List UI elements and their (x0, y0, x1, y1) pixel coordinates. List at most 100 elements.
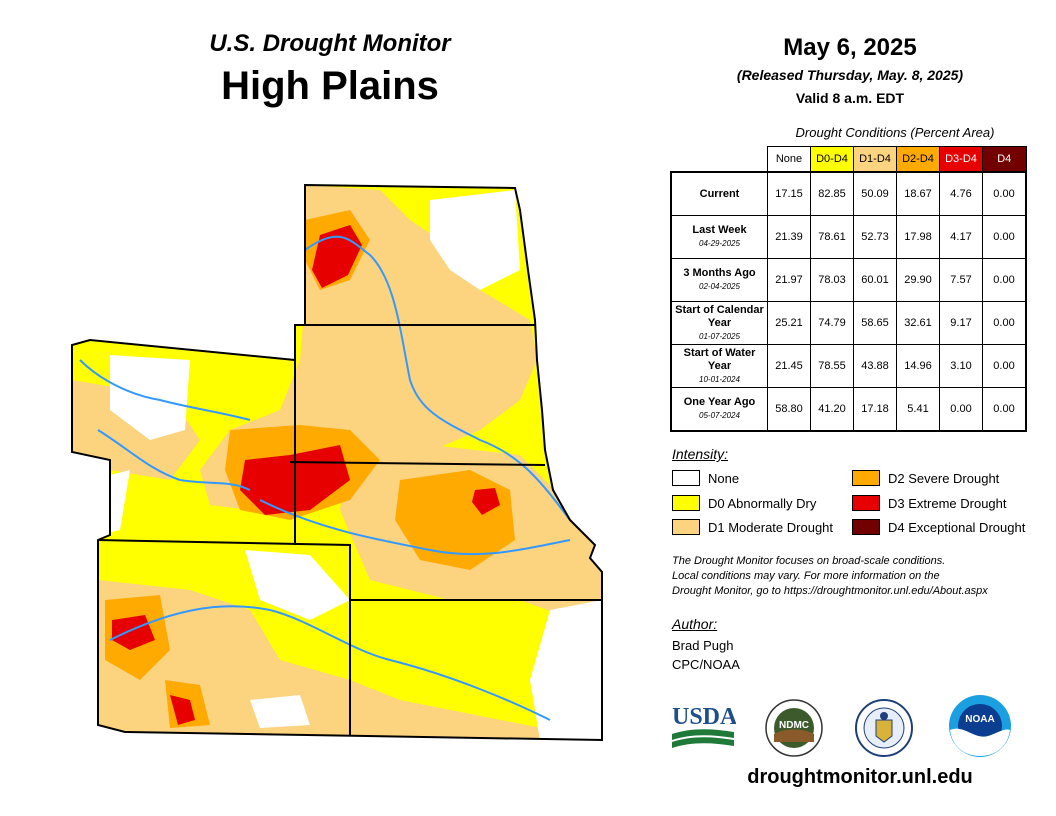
ndmc-logo: NDMC (765, 699, 823, 757)
usda-logo-text: USDA (672, 704, 736, 730)
table-cell: 5.41 (896, 387, 940, 432)
table-cell: 78.55 (810, 344, 854, 388)
d1-area-southwest (98, 580, 602, 740)
row-label: Current (670, 171, 768, 216)
col-header: D3-D4 (939, 146, 983, 173)
legend-item-d3: D3 Extreme Drought (852, 495, 1007, 511)
valid-time: Valid 8 a.m. EDT (795, 90, 905, 106)
legend-item-d0: D0 Abnormally Dry (672, 495, 816, 511)
noaa-logo: NOAA (949, 695, 1011, 757)
table-cell: 9.17 (939, 301, 983, 345)
table-cell: 0.00 (982, 387, 1027, 432)
legend-swatch (672, 470, 700, 486)
legend-swatch (852, 519, 880, 535)
drought-map (71, 183, 603, 742)
legend-swatch (852, 495, 880, 511)
row-date: 02-04-2025 (699, 282, 740, 291)
table-cell: 58.80 (767, 387, 811, 432)
table-row: Start of Water Year 10-01-2024 21.45 78.55 4… (670, 344, 1027, 388)
ndmc-logo-text: NDMC (779, 720, 809, 731)
table-row: Current 17.15 82.85 50.09 18.67 4.76 0.00 (670, 171, 1027, 216)
platte-river (259, 499, 571, 556)
noaa-logo-text: NOAA (965, 714, 994, 725)
yellowstone-river (79, 359, 251, 421)
table-cell: 17.18 (853, 387, 897, 432)
row-label: 3 Months Ago 02-04-2025 (670, 258, 768, 302)
row-label-text: 3 Months Ago (683, 267, 756, 279)
legend-label: D3 Extreme Drought (888, 495, 1007, 511)
table-corner (671, 147, 768, 173)
row-label-text: Last Week (692, 224, 747, 236)
monitor-title: U.S. Drought Monitor (209, 30, 451, 57)
arkansas-river (109, 605, 551, 721)
row-label-text: Start of Water Year (683, 346, 756, 372)
state-borders (71, 183, 603, 742)
table-cell: 0.00 (982, 215, 1027, 259)
table-cell: 43.88 (853, 344, 897, 388)
table-row: Last Week 04-29-2025 21.39 78.61 52.73 17.98 4… (670, 215, 1027, 259)
row-label-text: Current (699, 187, 740, 200)
table-cell: 0.00 (939, 387, 983, 432)
region-title: High Plains (221, 64, 439, 108)
legend-item-none: None (672, 470, 739, 486)
row-label-text: One Year Ago (683, 396, 756, 408)
table-cell: 32.61 (896, 301, 940, 345)
table-cell: 29.90 (896, 258, 940, 302)
legend-title: Intensity: (672, 446, 729, 462)
legend-label: D1 Moderate Drought (708, 519, 834, 535)
table-cell: 82.85 (810, 171, 854, 216)
table-cell: 7.57 (939, 258, 983, 302)
map-date: May 6, 2025 (783, 34, 917, 61)
none-area-south (250, 695, 310, 728)
table-cell: 14.96 (896, 344, 940, 388)
table-cell: 3.10 (939, 344, 983, 388)
table-cell: 78.61 (810, 215, 854, 259)
row-label: One Year Ago 05-07-2024 (670, 387, 768, 432)
col-header: None (767, 146, 811, 173)
d1-area-west (72, 380, 200, 480)
legend-label: D2 Severe Drought (888, 470, 1000, 486)
table-cell: 4.17 (939, 215, 983, 259)
table-cell: 58.65 (853, 301, 897, 345)
region-outline (71, 183, 603, 742)
row-label: Start of Water Year 10-01-2024 (670, 344, 768, 388)
table-cell: 21.39 (767, 215, 811, 259)
table-body: Current 17.15 82.85 50.09 18.67 4.76 0.00 Last … (670, 171, 1027, 432)
disclaimer-note: The Drought Monitor focuses on broad-sca… (672, 554, 1052, 599)
author-heading: Author: (672, 616, 718, 632)
site-url[interactable]: droughtmonitor.unl.edu (747, 766, 973, 788)
legend-item-d1: D1 Moderate Drought (672, 519, 833, 535)
row-label: Start of Calendar Year 01-07-2025 (670, 301, 768, 345)
usda-logo: USDA (672, 704, 736, 748)
table-cell: 0.00 (982, 171, 1027, 216)
d3-area-east (472, 488, 500, 515)
legend-swatch (852, 470, 880, 486)
legend-swatch (672, 495, 700, 511)
table-caption: Drought Conditions (Percent Area) (795, 125, 995, 140)
missouri-river (304, 235, 571, 521)
legend-label: D0 Abnormally Dry (708, 495, 817, 511)
table-cell: 74.79 (810, 301, 854, 345)
author-name: Brad Pugh (672, 638, 734, 653)
row-date: 04-29-2025 (699, 239, 740, 248)
table-cell: 60.01 (853, 258, 897, 302)
legend-label: D4 Exceptional Drought (888, 519, 1026, 535)
sd-ne-border (289, 461, 546, 466)
col-header: D0-D4 (810, 146, 854, 173)
col-header: D4 (982, 146, 1027, 173)
legend-swatch (672, 519, 700, 535)
row-date: 10-01-2024 (699, 374, 740, 384)
table-cell: 50.09 (853, 171, 897, 216)
table-cell: 17.15 (767, 171, 811, 216)
doc-seal-logo (855, 699, 913, 757)
table-cell: 78.03 (810, 258, 854, 302)
col-header: D2-D4 (896, 146, 940, 173)
table-cell: 0.00 (982, 344, 1027, 388)
none-area-central (245, 550, 350, 620)
row-label: Last Week 04-29-2025 (670, 215, 768, 259)
table-cell: 52.73 (853, 215, 897, 259)
table-cell: 17.98 (896, 215, 940, 259)
row-date: 01-07-2025 (699, 331, 740, 341)
table-cell: 18.67 (896, 171, 940, 216)
wind-river (97, 429, 251, 491)
